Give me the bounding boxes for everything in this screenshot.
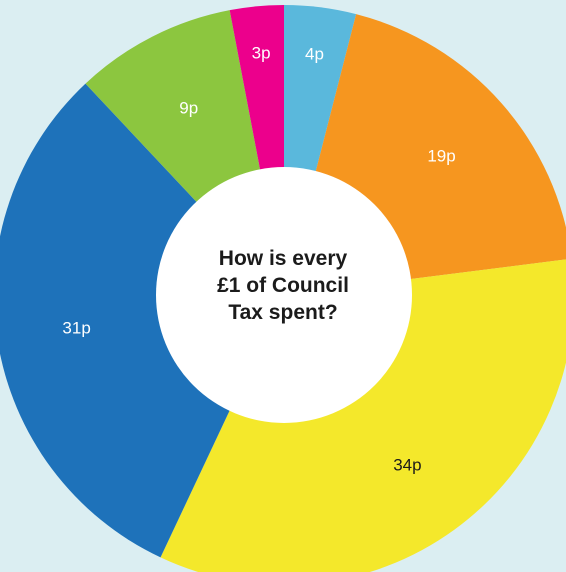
slice-label-4p: 4p [305,44,324,63]
slice-label-31p: 31p [62,318,90,337]
chart-title-line-2: £1 of Council [217,274,349,297]
slice-label-19p: 19p [427,147,455,166]
donut-hole [156,167,412,423]
slice-31p [0,83,284,558]
chart-title-line-3: Tax spent? [228,301,338,324]
slice-34p [160,259,566,572]
slice-label-9p: 9p [179,98,198,117]
chart-title: How is every £1 of Council Tax spent? [183,245,383,326]
slice-label-34p: 34p [393,455,421,474]
chart-title-line-1: How is every [218,247,348,270]
slice-label-3p: 3p [252,44,271,63]
slice-labels-group: 4p 19p 34p 31p 9p 3p [62,44,455,475]
